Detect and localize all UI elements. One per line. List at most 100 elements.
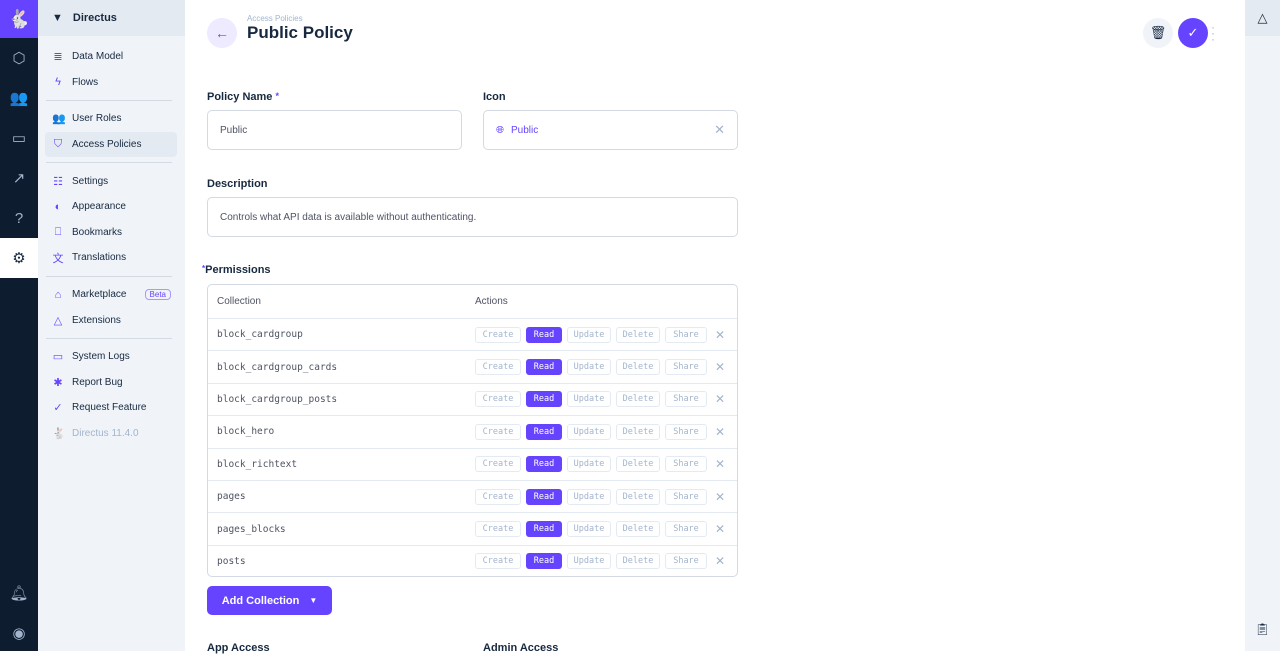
delete-button[interactable]: 🗑︎ bbox=[1143, 18, 1173, 48]
permission-read-toggle[interactable]: Read bbox=[526, 488, 562, 505]
permission-share-toggle[interactable]: Share bbox=[665, 359, 707, 376]
permission-update-toggle[interactable]: Update bbox=[567, 553, 611, 570]
translate-icon: 文 bbox=[52, 252, 64, 265]
description-input[interactable]: Controls what API data is available with… bbox=[207, 197, 738, 237]
column-collection: Collection bbox=[217, 296, 261, 307]
permission-create-toggle[interactable]: Create bbox=[475, 553, 521, 570]
table-header: Collection Actions bbox=[208, 285, 737, 318]
remove-row-icon[interactable]: ✕ bbox=[715, 392, 726, 407]
permission-delete-toggle[interactable]: Delete bbox=[616, 521, 660, 538]
column-actions: Actions bbox=[475, 296, 508, 307]
remove-row-icon[interactable]: ✕ bbox=[715, 457, 726, 472]
permission-update-toggle[interactable]: Update bbox=[567, 359, 611, 376]
project-name[interactable]: ▼ Directus bbox=[38, 0, 185, 36]
help-module-icon[interactable]: ? bbox=[14, 209, 24, 227]
content-module-icon[interactable]: ⬡ bbox=[12, 50, 26, 67]
permission-share-toggle[interactable]: Share bbox=[665, 423, 707, 440]
clear-icon[interactable]: ✕ bbox=[714, 122, 725, 137]
permission-delete-toggle[interactable]: Delete bbox=[616, 391, 660, 408]
permission-create-toggle[interactable]: Create bbox=[475, 359, 521, 376]
permission-create-toggle[interactable]: Create bbox=[475, 521, 521, 538]
table-row: block_richtext Create Read Update Delete Shar… bbox=[208, 447, 737, 480]
notifications-icon[interactable]: 🔔︎ bbox=[9, 585, 29, 602]
permission-read-toggle[interactable]: Read bbox=[526, 391, 562, 408]
files-module-icon[interactable]: ▭ bbox=[11, 130, 27, 147]
permission-delete-toggle[interactable]: Delete bbox=[616, 553, 660, 570]
bolt-icon: ϟ bbox=[55, 76, 61, 89]
permission-delete-toggle[interactable]: Delete bbox=[616, 326, 660, 343]
sidebar-item-marketplace[interactable]: ⌂ Marketplace Beta bbox=[38, 282, 177, 308]
back-button[interactable]: ← bbox=[207, 18, 237, 48]
permission-update-toggle[interactable]: Update bbox=[567, 391, 611, 408]
sidebar-item-request-feature[interactable]: ✓ Request Feature bbox=[53, 402, 147, 415]
policy-name-input[interactable]: Public bbox=[207, 110, 462, 150]
permission-share-toggle[interactable]: Share bbox=[665, 391, 707, 408]
store-icon: ⌂ bbox=[54, 288, 62, 301]
permission-delete-toggle[interactable]: Delete bbox=[616, 456, 660, 473]
remove-row-icon[interactable]: ✕ bbox=[715, 424, 726, 439]
permission-update-toggle[interactable]: Update bbox=[567, 326, 611, 343]
sidebar-item-data-model[interactable]: ≣ Data Model bbox=[53, 51, 124, 64]
permission-delete-toggle[interactable]: Delete bbox=[616, 423, 660, 440]
add-collection-button[interactable]: Add Collection ▼ bbox=[207, 586, 332, 615]
remove-row-icon[interactable]: ✕ bbox=[715, 327, 726, 342]
remove-row-icon[interactable]: ✕ bbox=[715, 522, 726, 537]
permission-create-toggle[interactable]: Create bbox=[475, 423, 521, 440]
remove-row-icon[interactable]: ✕ bbox=[715, 489, 726, 504]
sidebar-item-extensions[interactable]: △ Extensions bbox=[53, 314, 121, 327]
permission-create-toggle[interactable]: Create bbox=[475, 488, 521, 505]
permission-share-toggle[interactable]: Share bbox=[665, 553, 707, 570]
permission-read-toggle[interactable]: Read bbox=[526, 359, 562, 376]
table-row: block_cardgroup_posts Create Read Update Del… bbox=[208, 382, 737, 415]
nav-divider bbox=[46, 100, 172, 102]
permission-create-toggle[interactable]: Create bbox=[475, 326, 521, 343]
permission-read-toggle[interactable]: Read bbox=[526, 423, 562, 440]
remove-row-icon[interactable]: ✕ bbox=[715, 554, 726, 569]
permission-update-toggle[interactable]: Update bbox=[567, 521, 611, 538]
sidebar-item-user-roles[interactable]: 👥 User Roles bbox=[52, 113, 122, 126]
shield-icon: ⛉ bbox=[53, 138, 63, 151]
sidebar-item-report-bug[interactable]: ✱ Report Bug bbox=[53, 376, 123, 389]
clipboard-icon[interactable]: 📋︎ bbox=[1254, 622, 1271, 636]
sidebar-item-translations[interactable]: 文 Translations bbox=[38, 245, 177, 271]
collection-name: pages bbox=[217, 491, 246, 503]
sidebar-item-flows[interactable]: ϟ Flows bbox=[38, 70, 177, 96]
users-module-icon[interactable]: 👥 bbox=[9, 90, 29, 107]
table-row: posts Create Read Update Delete Share ✕ bbox=[208, 544, 737, 576]
permission-create-toggle[interactable]: Create bbox=[475, 391, 521, 408]
permission-share-toggle[interactable]: Share bbox=[665, 456, 707, 473]
sidebar-item-access-policies[interactable]: ⛉ Access Policies bbox=[45, 131, 177, 158]
sidebar-item-bookmarks[interactable]: ⎕ Bookmarks bbox=[38, 220, 177, 246]
sidebar-item-appearance[interactable]: ◐ Appearance bbox=[38, 194, 177, 220]
sidebar-item-system-logs[interactable]: ▭ System Logs bbox=[52, 351, 130, 364]
icon-select[interactable]: 🌐︎ Public ✕ bbox=[483, 110, 738, 150]
permission-read-toggle[interactable]: Read bbox=[526, 553, 562, 570]
permission-create-toggle[interactable]: Create bbox=[475, 456, 521, 473]
permission-read-toggle[interactable]: Read bbox=[526, 521, 562, 538]
save-button[interactable]: ✓ bbox=[1178, 18, 1208, 48]
insights-module-icon[interactable]: ↗ bbox=[12, 170, 26, 187]
collection-name: pages_blocks bbox=[217, 523, 286, 535]
permission-share-toggle[interactable]: Share bbox=[665, 521, 707, 538]
users-icon: 👥 bbox=[52, 113, 66, 126]
table-row: pages Create Read Update Delete Share ✕ bbox=[208, 479, 737, 512]
permission-update-toggle[interactable]: Update bbox=[567, 423, 611, 440]
permission-update-toggle[interactable]: Update bbox=[567, 456, 611, 473]
sidebar-item-settings[interactable]: ☷ Settings bbox=[53, 175, 109, 188]
permission-delete-toggle[interactable]: Delete bbox=[616, 488, 660, 505]
remove-row-icon[interactable]: ✕ bbox=[715, 360, 726, 375]
bookmark-icon: ⎕ bbox=[54, 225, 62, 238]
breadcrumb[interactable]: Access Policies bbox=[247, 14, 303, 23]
info-toggle-icon[interactable]: △ bbox=[1245, 0, 1280, 36]
user-avatar-icon[interactable]: ◉ bbox=[12, 625, 26, 642]
permission-share-toggle[interactable]: Share bbox=[665, 488, 707, 505]
permission-share-toggle[interactable]: Share bbox=[665, 326, 707, 343]
permission-update-toggle[interactable]: Update bbox=[567, 488, 611, 505]
settings-module-icon[interactable]: ⚙ bbox=[0, 238, 38, 278]
permission-read-toggle[interactable]: Read bbox=[526, 326, 562, 343]
badge-check-icon: ✓ bbox=[53, 402, 63, 415]
more-options-icon[interactable]: · · · bbox=[1211, 20, 1215, 46]
directus-logo[interactable]: 🐇 bbox=[0, 0, 38, 38]
permission-read-toggle[interactable]: Read bbox=[526, 456, 562, 473]
permission-delete-toggle[interactable]: Delete bbox=[616, 359, 660, 376]
